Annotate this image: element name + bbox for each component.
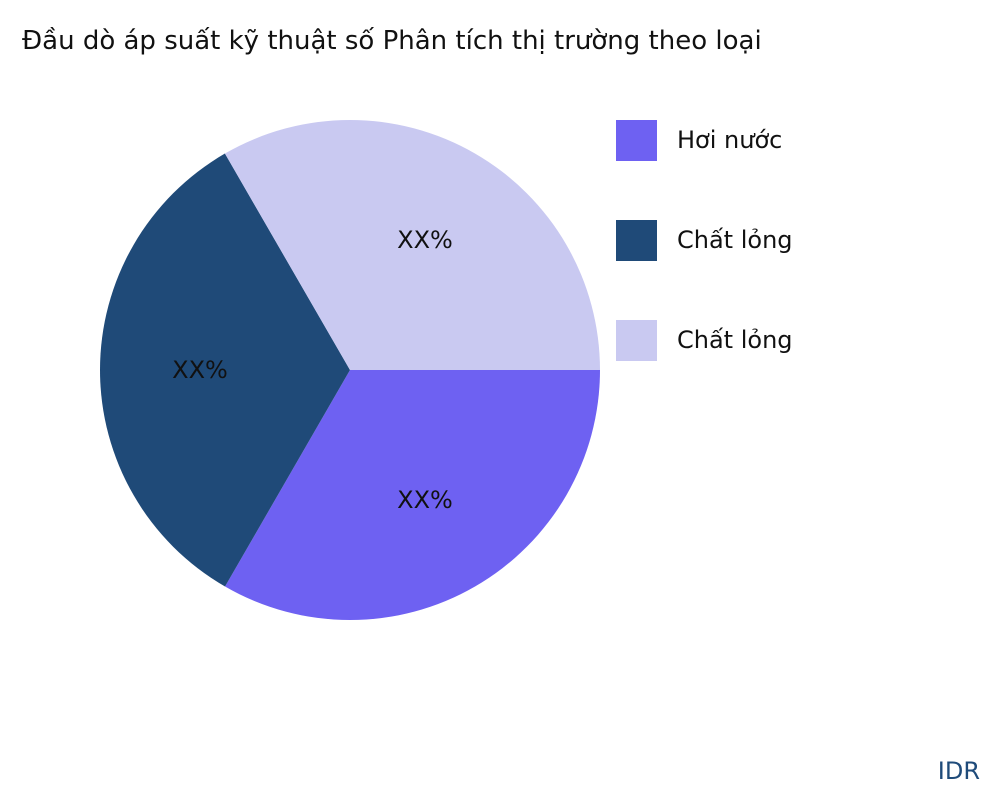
pie-slice-1 — [100, 153, 350, 587]
legend-item-0: Hơi nước — [616, 119, 783, 161]
pie-slice-0 — [225, 370, 600, 621]
legend-label: Chất lỏng — [677, 326, 793, 354]
chart-title: Đầu dò áp suất kỹ thuật số Phân tích thị… — [22, 26, 762, 56]
slice-data-label-0: XX% — [397, 486, 453, 514]
pie-slice-2 — [224, 119, 601, 371]
legend-swatch — [616, 319, 657, 361]
legend-swatch — [616, 219, 657, 261]
slice-data-label-2: XX% — [397, 226, 453, 254]
legend-item-1: Chất lỏng — [616, 219, 793, 261]
legend-label: Hơi nước — [677, 126, 783, 154]
legend-swatch — [616, 119, 657, 161]
slice-data-label-1: XX% — [172, 356, 228, 384]
legend-item-2: Chất lỏng — [616, 319, 793, 361]
brand-logo: IDR — [937, 757, 980, 785]
legend-label: Chất lỏng — [677, 226, 793, 254]
